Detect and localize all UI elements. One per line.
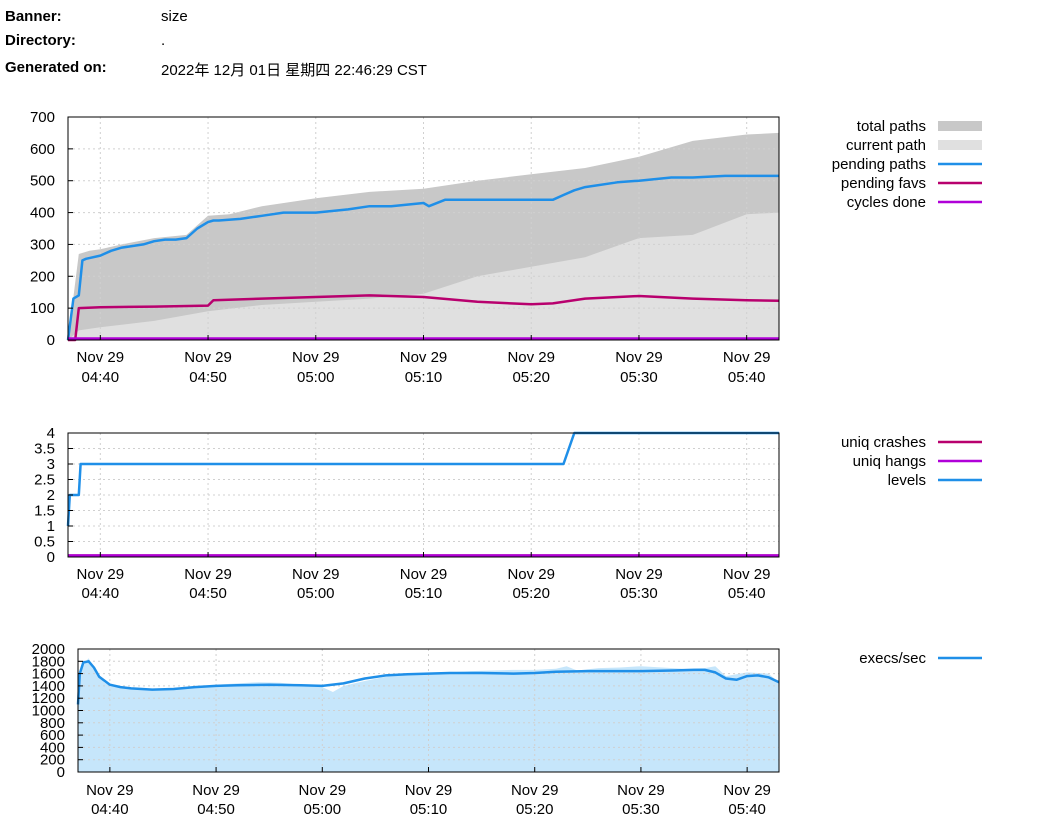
y-tick-label: 1800	[32, 653, 65, 670]
x-tick-label-time: 04:50	[197, 801, 235, 818]
x-tick-label-time: 05:20	[516, 801, 554, 818]
banner-label: Banner:	[5, 8, 62, 25]
y-tick-label: 0	[57, 764, 65, 781]
legend-label: levels	[888, 472, 926, 489]
x-tick-label-time: 05:40	[728, 801, 766, 818]
x-tick-label-time: 05:30	[622, 801, 660, 818]
y-tick-label: 0.5	[34, 534, 55, 551]
series-line-execs-sec	[76, 660, 780, 705]
x-tick-label-date: Nov 29	[184, 349, 232, 366]
y-tick-label: 200	[30, 268, 55, 285]
x-tick-label-date: Nov 29	[511, 782, 559, 799]
x-tick-label-time: 05:00	[297, 369, 335, 386]
y-tick-label: 1600	[32, 666, 65, 683]
series-line-pending-paths	[66, 174, 779, 341]
x-tick-label-date: Nov 29	[617, 782, 665, 799]
x-tick-label-date: Nov 29	[86, 782, 134, 799]
y-tick-label: 500	[30, 173, 55, 190]
legend-label: uniq hangs	[853, 453, 926, 470]
chart-1: 0 100 200 300 400 500 600 700 Nov 29 04:40 Nov 29 0…	[30, 109, 982, 386]
y-tick-label: 800	[40, 715, 65, 732]
x-tick-label-date: Nov 29	[77, 566, 125, 583]
x-tick-label-date: Nov 29	[615, 349, 663, 366]
x-tick-label-date: Nov 29	[184, 566, 232, 583]
x-tick-label-date: Nov 29	[723, 782, 771, 799]
generated-on-label: Generated on:	[5, 59, 107, 76]
x-tick-label-date: Nov 29	[723, 349, 771, 366]
y-tick-label: 1	[47, 518, 55, 535]
x-tick-label-time: 04:40	[82, 585, 120, 602]
legend-label: cycles done	[847, 194, 926, 211]
y-tick-label: 0	[47, 332, 55, 349]
x-tick-label-time: 04:50	[189, 369, 227, 386]
legend-label: total paths	[857, 118, 926, 135]
series-area-current-path	[68, 212, 779, 340]
x-tick-label-time: 05:10	[405, 585, 443, 602]
y-tick-label: 200	[40, 752, 65, 769]
x-tick-label-time: 05:10	[405, 369, 443, 386]
y-tick-label: 600	[30, 141, 55, 158]
y-tick-label: 3.5	[34, 441, 55, 458]
x-tick-label-date: Nov 29	[400, 349, 448, 366]
y-tick-label: 400	[30, 205, 55, 222]
x-tick-label-time: 05:40	[728, 585, 766, 602]
chart-2: 00.511.522.533.54 Nov 29 04:40 Nov 29 04:50 N…	[34, 425, 982, 602]
x-tick-label-time: 04:40	[82, 369, 120, 386]
x-tick-label-date: Nov 29	[77, 349, 125, 366]
x-tick-label-date: Nov 29	[292, 349, 340, 366]
y-tick-label: 4	[47, 425, 55, 442]
legend-swatch	[938, 140, 982, 150]
y-tick-label: 1200	[32, 690, 65, 707]
y-tick-label: 1000	[32, 703, 65, 720]
y-tick-label: 0	[47, 549, 55, 566]
x-tick-label-time: 05:30	[620, 585, 658, 602]
legend-label: uniq crashes	[841, 434, 926, 451]
x-tick-label-time: 05:00	[297, 585, 335, 602]
x-tick-label-date: Nov 29	[192, 782, 240, 799]
y-tick-label: 2	[47, 487, 55, 504]
x-tick-label-time: 05:20	[512, 369, 550, 386]
y-tick-label: 300	[30, 236, 55, 253]
banner-value: size	[161, 8, 188, 25]
x-tick-label-date: Nov 29	[507, 349, 555, 366]
legend-label: execs/sec	[859, 650, 926, 667]
y-tick-label: 100	[30, 300, 55, 317]
x-tick-label-date: Nov 29	[299, 782, 347, 799]
x-tick-label-date: Nov 29	[507, 566, 555, 583]
y-tick-label: 2.5	[34, 472, 55, 489]
legend-label: pending paths	[832, 156, 926, 173]
x-tick-label-date: Nov 29	[615, 566, 663, 583]
x-tick-label-time: 05:00	[304, 801, 342, 818]
directory-value: .	[161, 32, 166, 49]
x-tick-label-time: 05:40	[728, 369, 766, 386]
x-tick-label-time: 04:40	[91, 801, 129, 818]
directory-label: Directory:	[5, 32, 76, 49]
y-tick-label: 2000	[32, 641, 65, 658]
legend-label: pending favs	[841, 175, 926, 192]
y-tick-label: 1400	[32, 678, 65, 695]
x-tick-label-time: 05:30	[620, 369, 658, 386]
y-tick-label: 400	[40, 739, 65, 756]
y-tick-label: 700	[30, 109, 55, 126]
y-tick-label: 3	[47, 456, 55, 473]
y-tick-label: 600	[40, 727, 65, 744]
y-tick-label: 1.5	[34, 503, 55, 520]
x-tick-label-date: Nov 29	[400, 566, 448, 583]
x-tick-label-time: 05:10	[410, 801, 448, 818]
series-line-pending-favs	[68, 294, 780, 342]
x-tick-label-date: Nov 29	[405, 782, 453, 799]
generated-on-value: 2022年 12月 01日 星期四 22:46:29 CST	[161, 62, 427, 79]
x-tick-label-date: Nov 29	[723, 566, 771, 583]
x-tick-label-date: Nov 29	[292, 566, 340, 583]
legend-label: current path	[846, 137, 926, 154]
legend-swatch	[938, 121, 982, 131]
x-tick-label-time: 05:20	[512, 585, 550, 602]
x-tick-label-time: 04:50	[189, 585, 227, 602]
